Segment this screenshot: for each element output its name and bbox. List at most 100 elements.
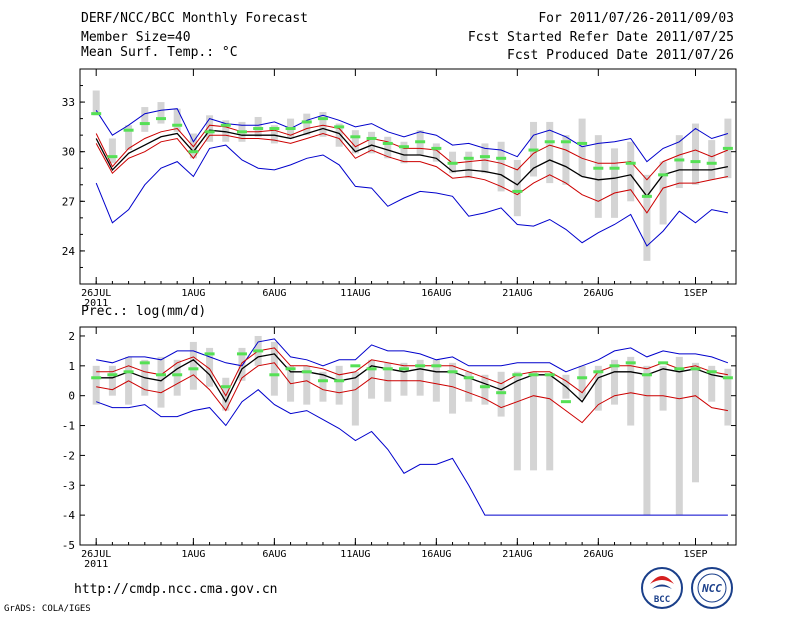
- x-tick-label: 26AUG: [583, 549, 613, 560]
- ensemble-bar: [513, 371, 521, 471]
- x-tick-label: 26AUG: [583, 288, 613, 299]
- ensemble-bar: [270, 341, 278, 396]
- x-tick-label: 1AUG: [181, 549, 205, 560]
- ensemble-bar: [432, 143, 440, 162]
- ensemble-bar: [481, 143, 489, 174]
- y-tick-label: 27: [62, 195, 75, 208]
- x-tick-label: 16AUG: [421, 549, 451, 560]
- ensemble-bar: [497, 141, 505, 192]
- x-tick-label: 11AUG: [340, 549, 370, 560]
- y-tick-label: 0: [68, 390, 75, 403]
- ensemble-bar: [627, 141, 635, 202]
- ensemble-bar: [465, 371, 473, 402]
- ensemble-bar: [368, 359, 376, 399]
- ensemble-bar: [481, 374, 489, 405]
- x-tick-sublabel: 2011: [84, 559, 108, 570]
- x-tick-sublabel: 2011: [84, 298, 108, 309]
- ensemble-bar: [368, 131, 376, 154]
- ensemble-bar: [222, 120, 230, 142]
- bcc-logo-text: BCC: [654, 595, 670, 605]
- series-mean-line: [96, 353, 729, 404]
- fcst-produced-date: Fcst Produced Date 2011/07/26: [507, 48, 734, 63]
- y-tick-label: -1: [62, 420, 75, 433]
- ensemble-bar: [384, 362, 392, 402]
- bcc-logo: BCC: [641, 567, 683, 609]
- x-tick-label: 21AUG: [502, 549, 532, 560]
- ensemble-bar: [578, 365, 586, 399]
- y-tick-label: 2: [68, 330, 75, 343]
- ensemble-bar: [578, 118, 586, 177]
- ensemble-bar: [659, 365, 667, 411]
- ensemble-bar: [611, 148, 619, 218]
- series-max-line: [96, 338, 729, 373]
- ensemble-bar: [157, 102, 165, 124]
- ensemble-bar: [108, 138, 116, 164]
- ensemble-bar: [627, 356, 635, 426]
- ensemble-bar: [708, 140, 716, 180]
- ensemble-bar: [319, 371, 327, 402]
- ensemble-bar: [351, 130, 359, 154]
- panel-title: Mean Surf. Temp.: °C: [81, 45, 238, 60]
- series-min-line: [95, 144, 728, 247]
- panel-title: Prec.: log(mm/d): [81, 304, 206, 319]
- ensemble-bar: [125, 125, 133, 151]
- ensemble-bar: [659, 161, 667, 225]
- ensemble-bar: [384, 136, 392, 159]
- ensemble-bar: [254, 116, 262, 137]
- ensemble-bar: [206, 115, 214, 142]
- series-lower-line: [95, 132, 728, 214]
- ensemble-bar: [513, 159, 521, 217]
- y-tick-label: 33: [62, 96, 75, 109]
- ensemble-bar: [189, 341, 197, 390]
- x-tick-label: 21AUG: [502, 288, 532, 299]
- y-tick-label: 24: [62, 245, 76, 258]
- ensemble-bar: [530, 371, 538, 471]
- plot-frame: [79, 68, 737, 285]
- x-tick-label: 16AUG: [421, 288, 451, 299]
- source-url[interactable]: http://cmdp.ncc.cma.gov.cn: [74, 582, 278, 597]
- x-tick-label: 1SEP: [683, 549, 707, 560]
- x-tick-label: 26JUL: [81, 549, 111, 560]
- ensemble-bar: [141, 107, 149, 132]
- ensemble-bar: [108, 365, 116, 396]
- fcst-started-date: Fcst Started Refer Date 2011/07/25: [467, 30, 734, 45]
- series-max-line: [95, 108, 729, 163]
- ensemble-bar: [465, 151, 473, 179]
- ensemble-bar: [157, 356, 165, 408]
- y-tick-label: -4: [62, 509, 76, 522]
- series-mean-line: [95, 127, 729, 198]
- ensemble-bar: [400, 141, 408, 164]
- ensemble-bar: [449, 362, 457, 414]
- y-tick-label: 30: [62, 146, 75, 159]
- x-tick-label: 1AUG: [181, 288, 205, 299]
- y-tick-label: -2: [62, 449, 75, 462]
- x-tick-label: 6AUG: [262, 288, 286, 299]
- ensemble-bar: [222, 377, 230, 411]
- x-tick-label: 6AUG: [262, 549, 286, 560]
- ensemble-bar: [643, 174, 651, 261]
- y-tick-label: 1: [68, 360, 75, 373]
- ensemble-bar: [594, 365, 602, 411]
- ensemble-bar: [238, 347, 246, 381]
- ensemble-bar: [270, 125, 278, 144]
- ensemble-bar: [692, 362, 700, 483]
- plot-frame: [79, 326, 737, 546]
- series-min-line: [96, 389, 728, 516]
- ensemble-bar: [92, 365, 100, 405]
- ensemble-bar: [351, 371, 359, 426]
- ncc-logo-text: NCC: [701, 582, 722, 595]
- forecast-period: For 2011/07/26-2011/09/03: [538, 11, 734, 26]
- ensemble-bar: [303, 365, 311, 405]
- ensemble-bar: [546, 374, 554, 471]
- ensemble-bar: [303, 113, 311, 136]
- x-tick-label: 11AUG: [340, 288, 370, 299]
- ensemble-bar: [92, 90, 100, 116]
- x-tick-label: 26JUL: [81, 288, 111, 299]
- ensemble-bar: [173, 359, 181, 396]
- x-tick-label: 1SEP: [683, 288, 707, 299]
- series-lower-line: [96, 362, 728, 424]
